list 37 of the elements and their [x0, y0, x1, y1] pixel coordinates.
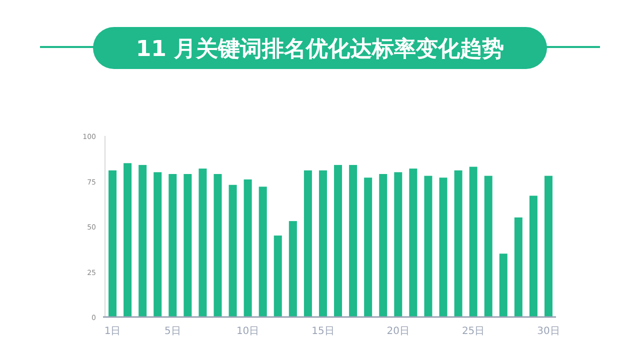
bar [288, 221, 297, 317]
bar [364, 178, 372, 317]
bar [138, 164, 147, 317]
bar [198, 168, 207, 317]
x-tick-label: 5日 [164, 326, 181, 337]
bar [184, 174, 192, 317]
bar [529, 196, 538, 317]
bar [439, 178, 448, 317]
bar [304, 170, 312, 317]
bar [544, 176, 552, 317]
bar [484, 176, 492, 317]
bar [244, 179, 252, 317]
x-tick-label: 20日 [386, 326, 410, 337]
x-tick-label: 30日 [537, 326, 560, 337]
bar [108, 170, 117, 317]
bar [499, 254, 508, 317]
bar [154, 172, 162, 317]
bar [454, 170, 462, 317]
x-tick-label: 25日 [462, 326, 485, 337]
bar [469, 166, 478, 317]
bar [274, 236, 282, 317]
bar [424, 176, 432, 317]
bar [228, 184, 237, 317]
x-tick-label: 15日 [312, 326, 334, 337]
bar [334, 164, 342, 317]
bar [318, 170, 327, 317]
bar [379, 174, 388, 317]
bar [514, 217, 522, 317]
bar [349, 164, 358, 317]
bar [258, 186, 267, 317]
bar [168, 174, 177, 317]
bar [214, 174, 222, 317]
bar [394, 172, 402, 317]
bar [409, 168, 418, 317]
bar [124, 163, 132, 317]
x-tick-label: 10日 [236, 326, 260, 337]
x-tick-label: 1日 [104, 326, 121, 337]
